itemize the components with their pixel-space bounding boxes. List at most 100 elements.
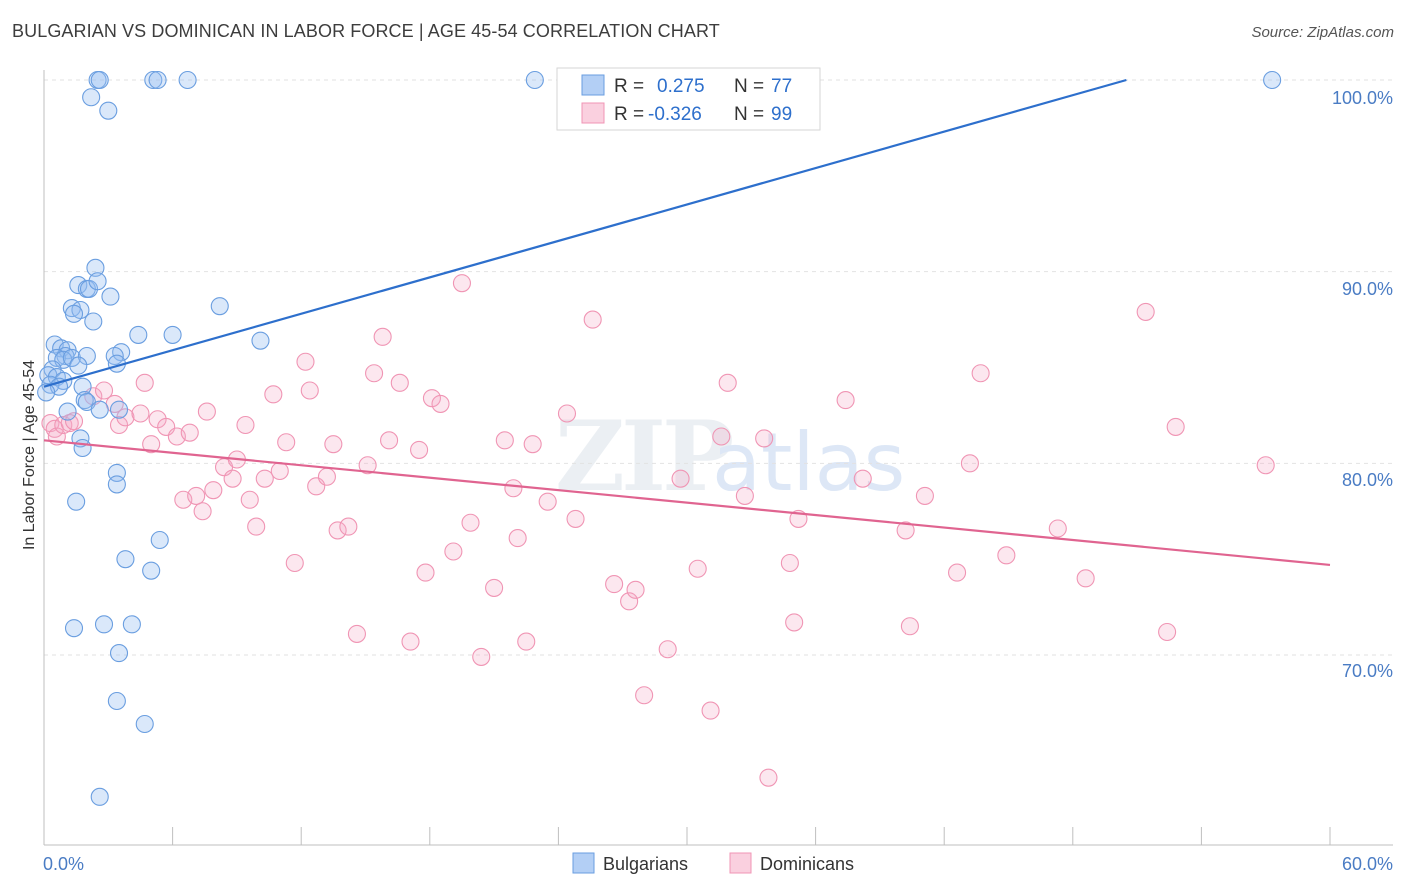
dominican-point-77 <box>755 429 774 448</box>
bulgarian-point-53 <box>150 530 169 550</box>
bulgarian-point-62 <box>90 787 109 806</box>
y-tick-label-70: 70.0% <box>1342 661 1393 681</box>
bulgarian-point-4 <box>178 70 197 90</box>
dominican-point-63 <box>557 404 577 423</box>
dominican-point-43 <box>365 364 384 383</box>
dominican-point-68 <box>626 580 645 599</box>
dominican-point-70 <box>658 640 677 659</box>
dominican-point-42 <box>358 456 377 475</box>
legend-n-value-1: 77 <box>771 76 792 97</box>
bottom-legend-swatch-dominicans <box>729 852 752 874</box>
y-tick-label-90: 90.0% <box>1342 279 1393 299</box>
dominican-point-84 <box>896 521 915 540</box>
dominican-point-30 <box>264 385 283 404</box>
bulgarian-point-17 <box>210 297 229 316</box>
y-tick-label-100: 100.0% <box>1332 88 1393 108</box>
bulgarian-point-46 <box>90 400 109 419</box>
dominican-point-46 <box>390 373 409 392</box>
dominican-point-3 <box>54 415 73 435</box>
dominican-point-64 <box>566 509 585 528</box>
bulgarian-point-19 <box>84 312 103 331</box>
dominican-point-39 <box>328 521 347 540</box>
dominican-point-11 <box>131 404 150 423</box>
dominican-point-35 <box>300 381 319 400</box>
legend-n-label-1: N = <box>734 76 764 97</box>
dominican-point-96 <box>1256 456 1275 475</box>
bulgarian-point-60 <box>107 691 126 711</box>
watermark-zip: ZIP <box>555 400 732 513</box>
bulgarian-point-10 <box>69 276 88 295</box>
legend-r-value-2: -0.326 <box>648 104 702 125</box>
legend-n-value-2: 99 <box>771 104 792 125</box>
series-legend: Bulgarians Dominicans <box>572 852 854 874</box>
dominican-point-58 <box>504 479 523 498</box>
dominican-point-92 <box>1076 569 1095 588</box>
dominican-point-49 <box>416 563 435 582</box>
correlation-legend: R = 0.275 N = 77 R = -0.326 N = 99 <box>556 67 821 131</box>
dominican-point-61 <box>523 435 542 454</box>
bulgarian-point-58 <box>122 615 141 634</box>
dominican-point-85 <box>900 617 919 636</box>
dominican-point-56 <box>485 578 504 597</box>
dominican-point-93 <box>1136 302 1155 321</box>
dominican-point-13 <box>142 435 161 454</box>
bulgarian-point-59 <box>109 644 129 663</box>
dominican-point-22 <box>204 481 223 500</box>
watermark-atlas: atlas <box>712 416 905 509</box>
bulgarian-point-8 <box>99 101 118 120</box>
bulgarian-point-57 <box>94 615 114 634</box>
y-axis-label: In Labor Force | Age 45-54 <box>21 360 38 550</box>
dominican-point-57 <box>495 431 514 450</box>
dominican-point-38 <box>324 435 343 454</box>
bulgarian-point-3 <box>148 70 167 90</box>
source-credit: Source: ZipAtlas.com <box>1251 24 1394 41</box>
dominican-point-78 <box>759 768 778 787</box>
bulgarian-point-31 <box>62 348 81 367</box>
bottom-legend-swatch-bulgarians <box>572 852 595 874</box>
dominican-point-62 <box>538 492 557 511</box>
dominican-point-21 <box>197 402 216 421</box>
dominican-point-37 <box>317 467 336 486</box>
chart-title: BULGARIAN VS DOMINICAN IN LABOR FORCE | … <box>12 21 720 41</box>
dominican-point-20 <box>193 502 212 521</box>
bulgarian-point-61 <box>135 714 154 734</box>
dominican-point-79 <box>780 553 799 573</box>
dominican-point-27 <box>240 490 259 509</box>
legend-n-label-2: N = <box>734 104 764 125</box>
data-points <box>37 70 1282 806</box>
bulgarian-point-51 <box>107 475 126 494</box>
dominican-point-51 <box>431 394 450 413</box>
legend-swatch-bulgarians <box>581 74 605 96</box>
bulgarian-point-33 <box>69 356 88 375</box>
bulgarian-point-9 <box>86 258 105 277</box>
dominican-point-67 <box>620 592 639 611</box>
dominican-point-89 <box>971 364 990 383</box>
dominican-point-29 <box>255 469 274 488</box>
dominican-point-83 <box>853 469 872 488</box>
dominican-point-40 <box>339 517 358 536</box>
bulgarian-point-49 <box>73 438 92 458</box>
bulgarian-point-52 <box>67 492 86 511</box>
dominican-point-10 <box>116 408 135 427</box>
dominican-point-18 <box>180 423 199 442</box>
bulgarian-point-20 <box>129 325 148 344</box>
dominican-point-66 <box>605 575 624 594</box>
dominican-point-45 <box>380 431 399 450</box>
dominican-point-72 <box>688 559 707 578</box>
dominican-point-55 <box>472 647 491 666</box>
dominican-point-28 <box>247 517 266 536</box>
bulgarian-point-6 <box>1263 70 1282 90</box>
dominican-point-53 <box>452 274 472 293</box>
bottom-legend-label-dominicans: Dominicans <box>760 854 854 874</box>
dominican-point-69 <box>635 686 654 705</box>
watermark: ZIP atlas <box>555 400 905 513</box>
dominican-point-31 <box>270 461 289 481</box>
bulgarian-point-55 <box>142 561 161 580</box>
bulgarian-point-27 <box>105 346 124 366</box>
dominican-point-65 <box>583 310 602 329</box>
dominican-point-12 <box>135 373 154 392</box>
legend-r-value-1: 0.275 <box>657 76 705 97</box>
bulgarian-point-14 <box>101 287 120 306</box>
dominican-point-90 <box>997 546 1016 565</box>
